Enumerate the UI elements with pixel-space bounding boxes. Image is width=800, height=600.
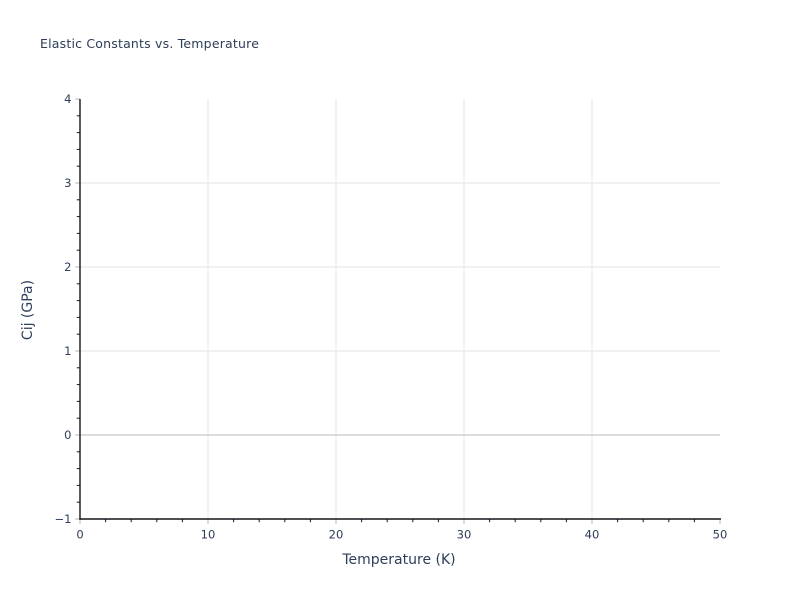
- y-axis-label: Cij (GPa): [20, 279, 36, 341]
- x-tick-label: 20: [329, 527, 344, 541]
- y-tick-label: 2: [64, 260, 71, 274]
- x-tick-label: 0: [76, 527, 83, 541]
- x-tick-label: 50: [713, 527, 728, 541]
- axis-ticks: [75, 98, 721, 524]
- y-tick-label: 0: [64, 428, 71, 442]
- x-tick-label: 40: [585, 527, 600, 541]
- y-tick-label: −1: [55, 512, 72, 526]
- axis-lines: [79, 99, 721, 520]
- y-tick-label: 3: [64, 176, 71, 190]
- x-tick-label: 10: [201, 527, 216, 541]
- y-tick-label: 1: [64, 344, 71, 358]
- chart-title: Elastic Constants vs. Temperature: [40, 36, 260, 51]
- gridlines: [80, 99, 720, 519]
- x-axis-label: Temperature (K): [342, 552, 456, 568]
- x-tick-label: 30: [457, 527, 472, 541]
- axis-tick-labels: 0 10 20 30 40 50 −1 0 1 2 3 4: [55, 92, 728, 541]
- y-tick-label: 4: [64, 92, 71, 106]
